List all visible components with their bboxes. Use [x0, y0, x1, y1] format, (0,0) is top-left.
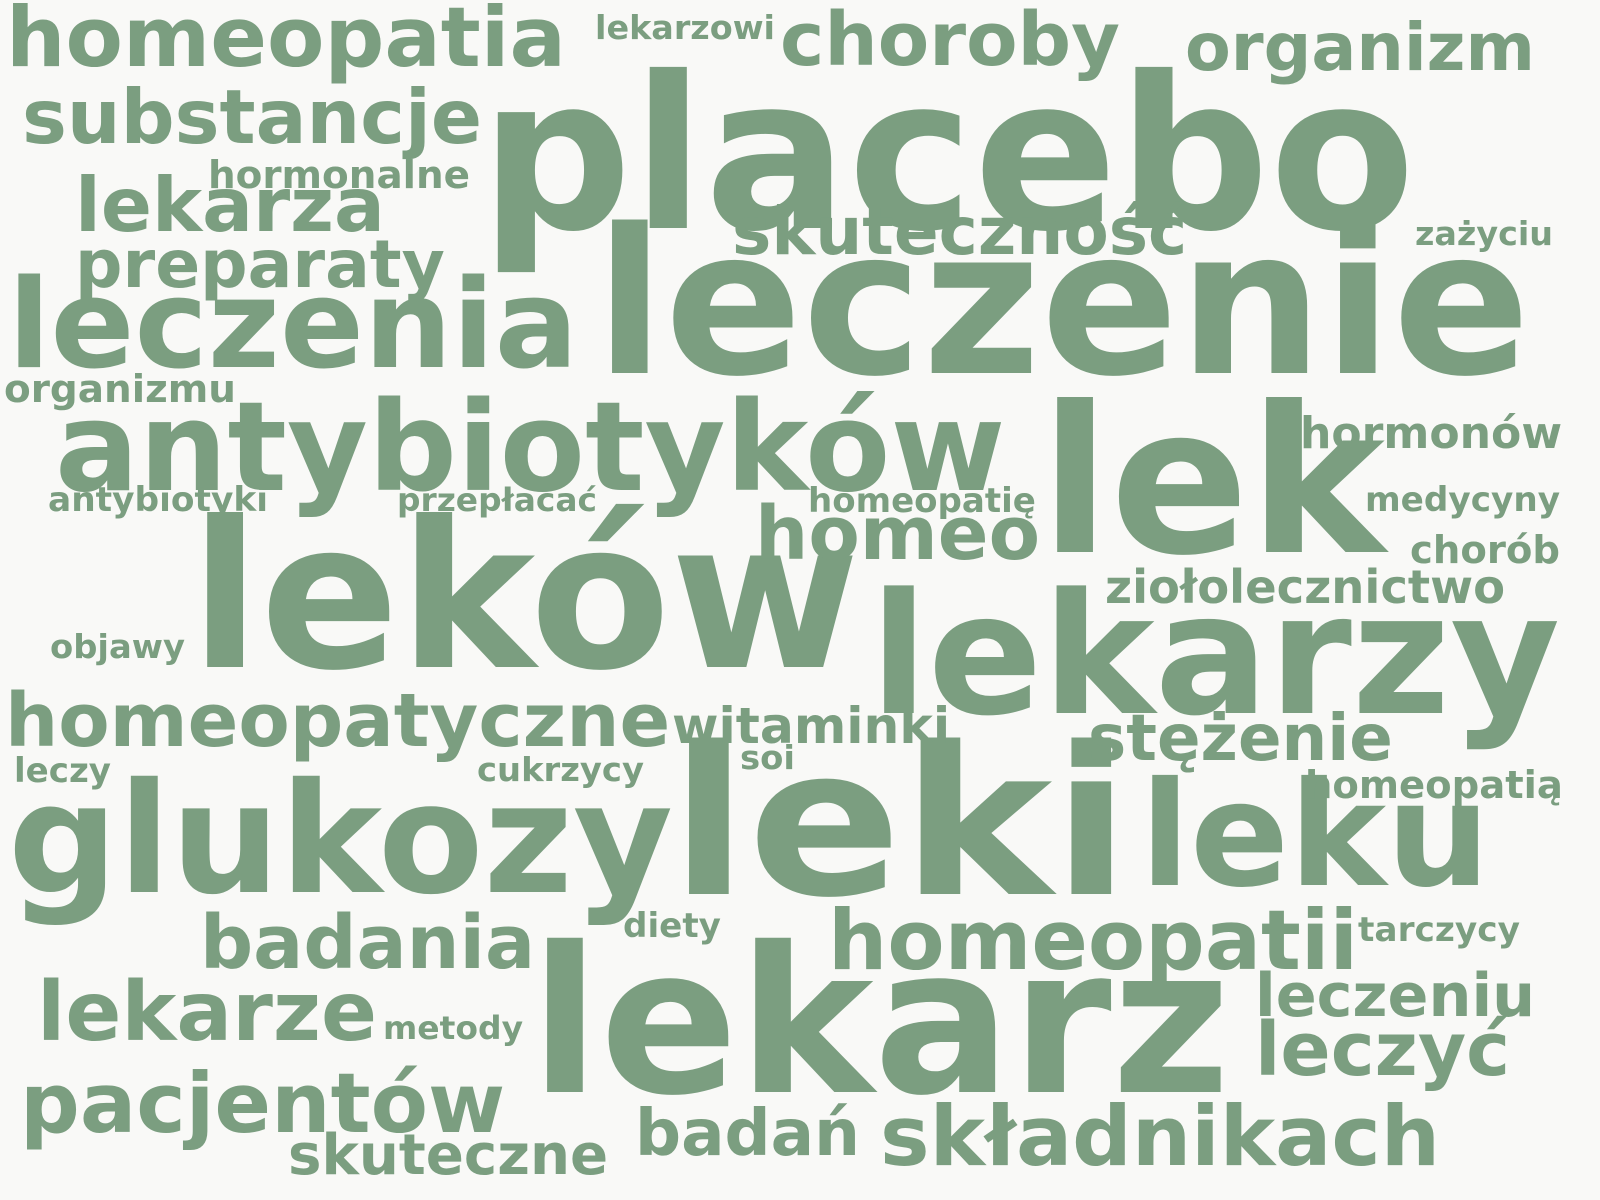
word-leczenia: leczenia — [8, 253, 579, 397]
word-hormonow: hormonów — [1300, 408, 1563, 459]
word-lekarza: lekarza — [75, 160, 385, 249]
word-leczenie: leczenie — [595, 184, 1531, 421]
word-przeplacac: przepłacać — [397, 481, 597, 519]
word-leczeniu: leczeniu — [1255, 961, 1536, 1031]
word-stezenie: stężenie — [1088, 702, 1393, 776]
word-zazyciu: zażyciu — [1415, 213, 1554, 253]
word-antybiotyki: antybiotyki — [48, 480, 269, 520]
word-homeopatie: homeopatię — [808, 481, 1036, 521]
word-organizm: organizm — [1185, 9, 1535, 86]
word-leki: leki — [670, 702, 1131, 943]
word-metody: metody — [383, 1009, 524, 1047]
word-organizmu: organizmu — [4, 367, 236, 411]
word-tarczycy: tarczycy — [1358, 910, 1520, 950]
word-antybiotykow: antybiotyków — [55, 375, 1006, 520]
word-homeo: homeo — [755, 491, 1041, 577]
word-lekarzowi: lekarzowi — [595, 7, 775, 47]
word-lek: lek — [1040, 363, 1385, 601]
word-skutecznosc: skuteczność — [732, 193, 1188, 270]
word-lekarzy: lekarzy — [870, 557, 1561, 753]
word-skuteczne: skuteczne — [288, 1123, 609, 1188]
word-substancje: substancje — [22, 72, 483, 161]
word-skladnikach: składnikach — [880, 1087, 1441, 1185]
word-placebo: placebo — [480, 31, 1416, 278]
word-pacjentow: pacjentów — [20, 1054, 506, 1152]
word-badan: badań — [635, 1097, 860, 1171]
word-diety: diety — [623, 906, 721, 946]
word-homeopatii: homeopatii — [828, 891, 1359, 989]
word-homeopatia2: homeopatią — [1305, 763, 1563, 807]
word-hormonalne: hormonalne — [208, 153, 471, 197]
word-badania: badania — [200, 899, 536, 986]
word-lekarze: lekarze — [37, 964, 378, 1060]
word-lekarz: lekarz — [530, 904, 1231, 1140]
word-leku: leku — [1140, 750, 1491, 920]
word-objawy: objawy — [50, 626, 186, 666]
word-homeopatia: homeopatia — [6, 0, 566, 86]
word-glukozy: glukozy — [8, 750, 674, 929]
word-cukrzycy: cukrzycy — [477, 749, 644, 789]
word-leczy: leczy — [14, 751, 112, 791]
word-choroby: choroby — [780, 0, 1120, 83]
word-homeopatyczne: homeopatyczne — [5, 678, 671, 764]
word-lekow: leków — [190, 478, 860, 716]
word-witaminki: witaminki — [672, 697, 951, 755]
word-ziololecznictwo: ziołolecznictwo — [1105, 560, 1506, 614]
word-soi: soi — [740, 737, 796, 777]
word-leczyc: leczyć — [1255, 1007, 1511, 1093]
word-preparaty: preparaty — [75, 226, 445, 303]
word-chorob: chorób — [1410, 528, 1560, 572]
word-medycyny: medycyny — [1365, 480, 1561, 520]
